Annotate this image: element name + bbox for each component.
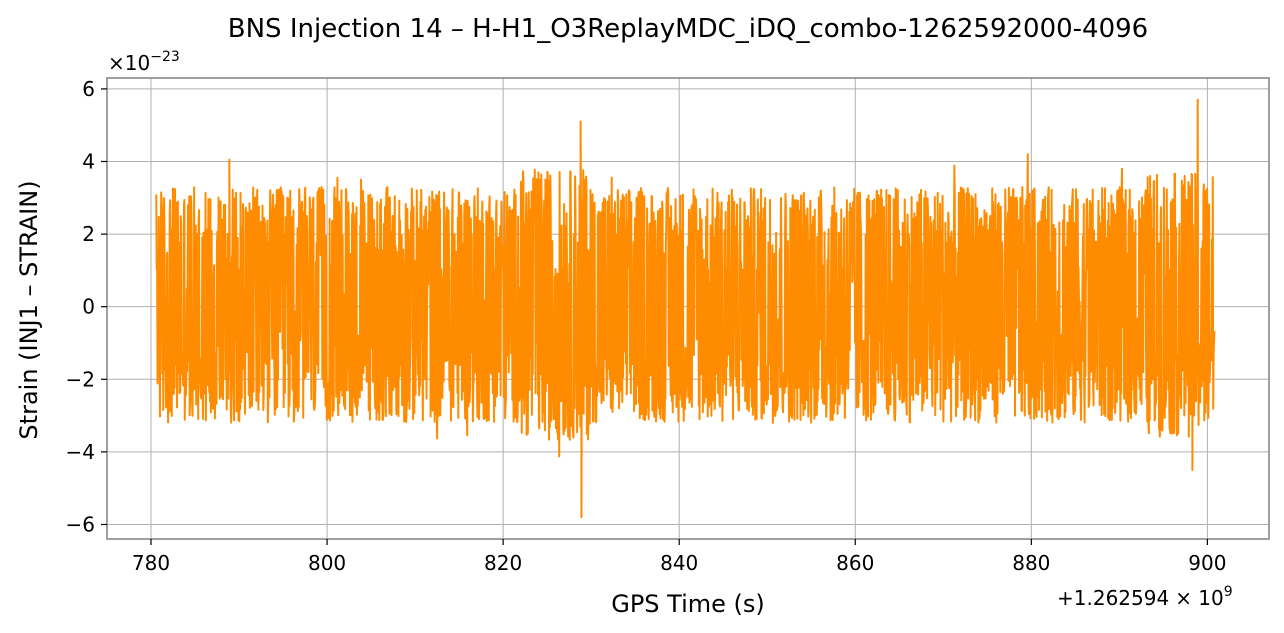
- x-tick-label: 880: [1012, 551, 1050, 575]
- svg-text:+1.262594× 109: +1.262594 × 109: [1057, 584, 1233, 610]
- y-axis-ticks: −6 −4 −2 0 2 4 6: [66, 77, 107, 536]
- x-tick-label: 800: [308, 551, 346, 575]
- y-tick-label: 4: [82, 149, 95, 173]
- strain-series-line: [155, 98, 1216, 519]
- x-offset-exponent: 9: [1224, 584, 1233, 600]
- y-tick-label: −2: [66, 367, 95, 391]
- x-offset-times: × 10: [1175, 586, 1224, 610]
- y-tick-label: −6: [66, 512, 95, 536]
- x-axis-title: GPS Time (s): [611, 590, 765, 618]
- x-axis-ticks: 780 800 820 840 860 880 900: [132, 539, 1226, 575]
- y-tick-label: 0: [82, 295, 95, 319]
- x-offset-label: +1.262594 × 109: [1057, 584, 1233, 610]
- y-scale-multiplier: ×10−23: [108, 49, 180, 75]
- x-tick-label: 820: [484, 551, 522, 575]
- y-scale-base: ×10: [108, 51, 150, 75]
- x-tick-label: 840: [660, 551, 698, 575]
- y-tick-label: 6: [82, 77, 95, 101]
- x-tick-label: 900: [1188, 551, 1226, 575]
- y-tick-label: 2: [82, 222, 95, 246]
- plot-area-frame: [106, 77, 1270, 540]
- x-tick-label: 780: [132, 551, 170, 575]
- svg-text:×10−23: ×10−23: [108, 49, 180, 75]
- x-offset-value: +1.262594: [1057, 586, 1169, 610]
- y-axis-title: Strain (INJ1 – STRAIN): [15, 180, 43, 439]
- y-tick-label: −4: [66, 440, 95, 464]
- y-scale-exponent: −23: [150, 49, 180, 65]
- series-strain: [155, 98, 1216, 519]
- chart-title: BNS Injection 14 – H-H1_O3ReplayMDC_iDQ_…: [228, 14, 1148, 44]
- x-tick-label: 860: [836, 551, 874, 575]
